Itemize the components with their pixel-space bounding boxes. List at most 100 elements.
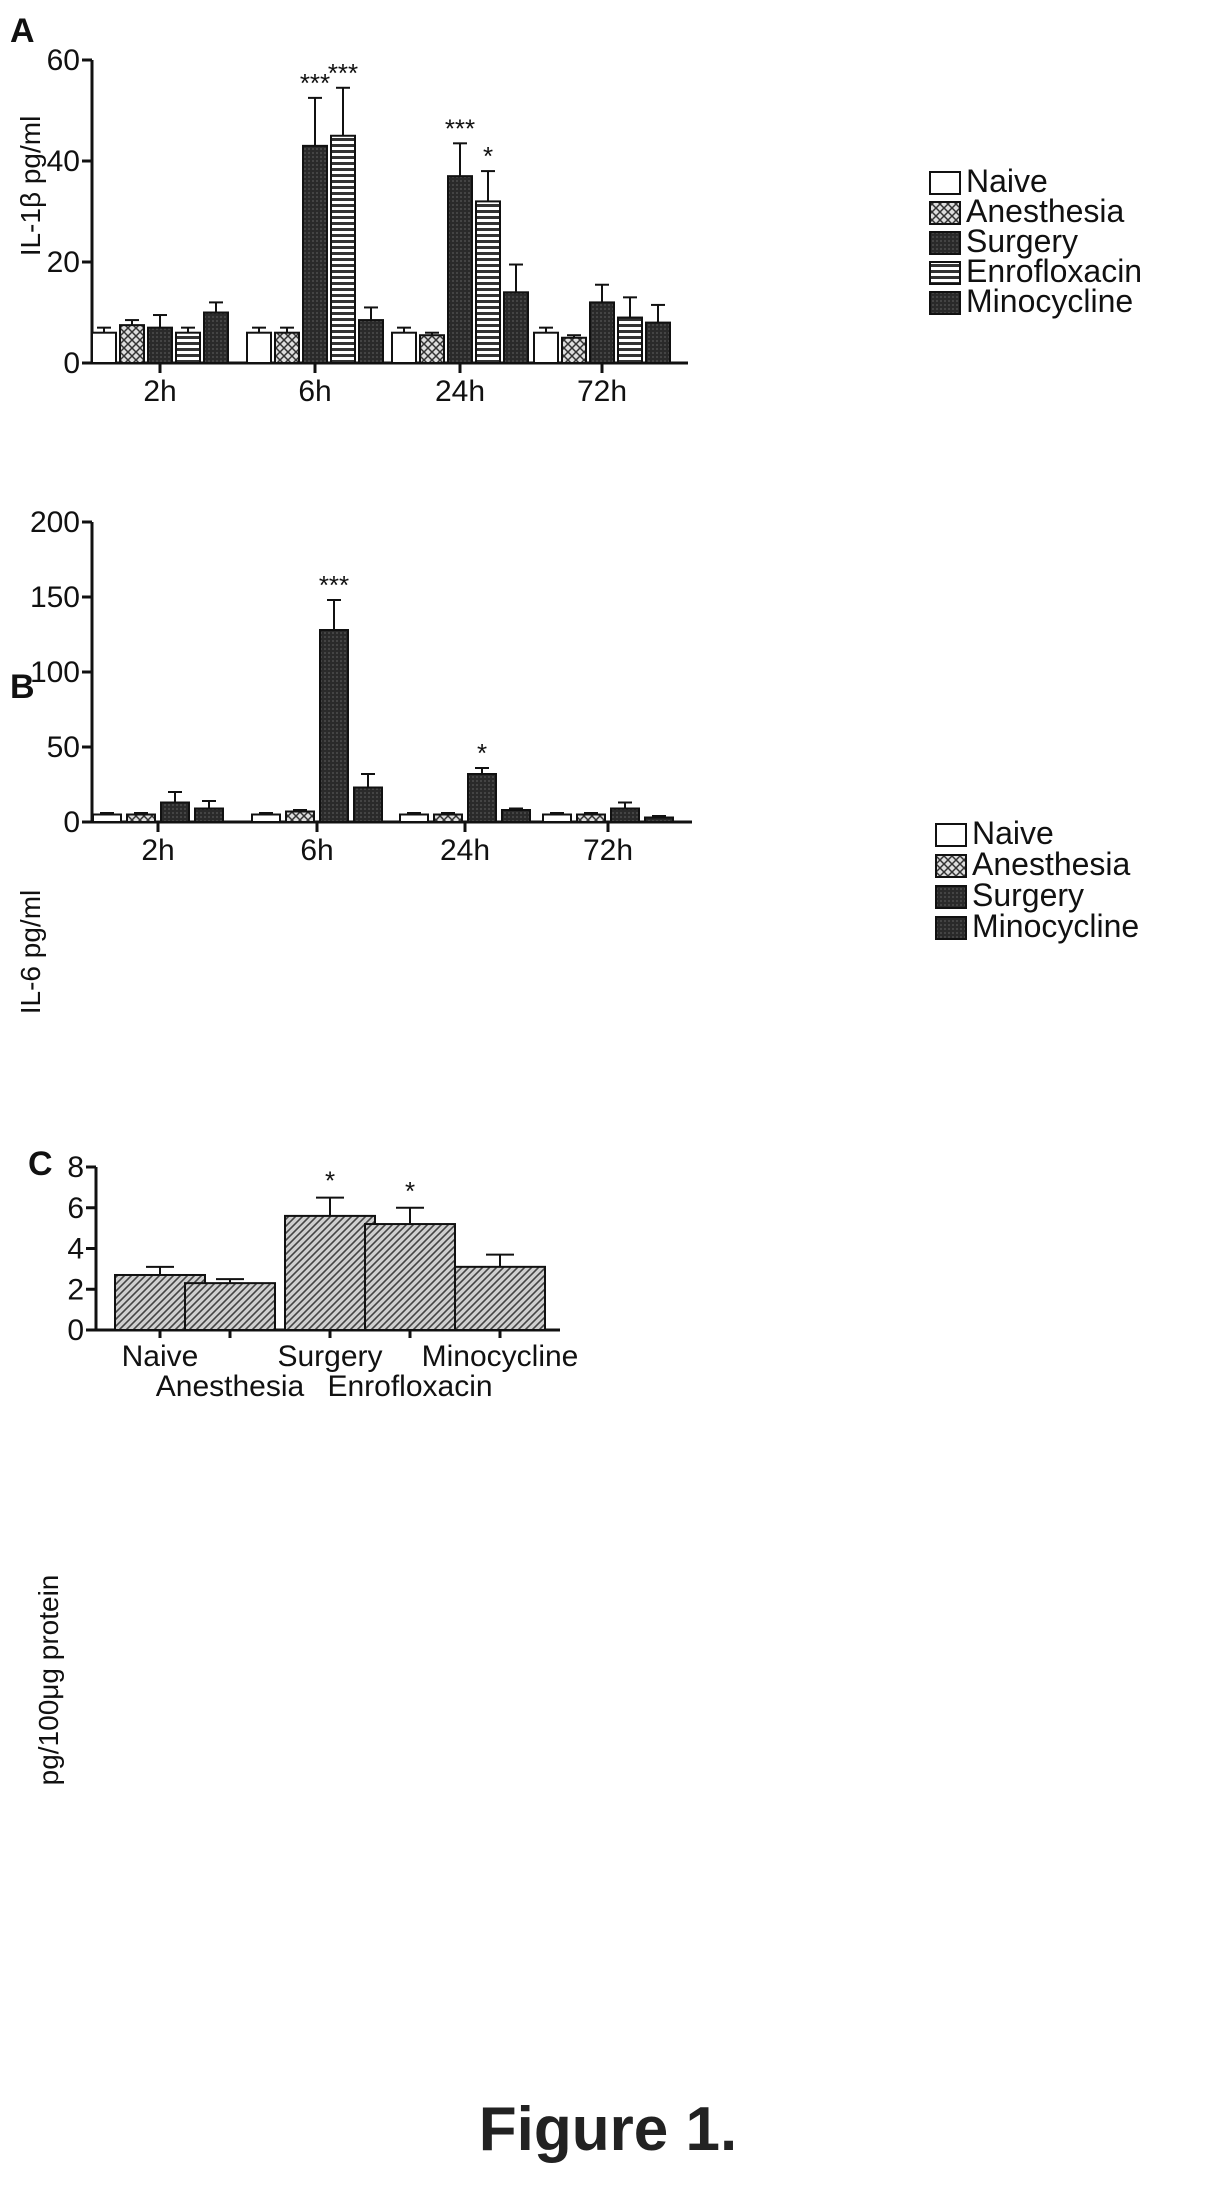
bar-surgery-2h xyxy=(147,326,173,364)
bar-anesthesia-6h xyxy=(274,331,300,365)
bar-naive-72h xyxy=(533,331,559,365)
legend-label-anesthesia: Anesthesia xyxy=(972,846,1131,882)
legend-label-minocycline: Minocycline xyxy=(966,283,1133,319)
y-tick-label: 100 xyxy=(30,656,80,689)
x-tick-label: 2h xyxy=(143,375,176,408)
y-tick-label: 0 xyxy=(63,806,80,839)
legend-swatch-surgery xyxy=(929,231,961,255)
y-tick-label: 8 xyxy=(67,1151,84,1184)
significance-label: * xyxy=(483,141,493,171)
y-tick-label: 40 xyxy=(47,145,80,178)
legend-label-surgery: Surgery xyxy=(972,877,1084,913)
bar-enrofloxacin xyxy=(364,1223,456,1332)
legend-swatch-naive xyxy=(935,823,967,847)
legend-label-naive: Naive xyxy=(972,815,1054,851)
bar-minocycline-6h xyxy=(353,786,383,823)
y-axis-label-b: IL-6 pg/ml xyxy=(15,890,46,1015)
x-tick-label: Naive xyxy=(122,1340,199,1373)
bar-minocycline-24h xyxy=(503,291,529,364)
x-tick-label: 6h xyxy=(300,834,333,867)
y-tick-label: 150 xyxy=(30,581,80,614)
plot-area-b: 0 50 100 150 200 2h 6h *** 24h * 72h xyxy=(30,506,692,867)
bar-surgery-6h xyxy=(302,144,328,364)
x-tick-label: 24h xyxy=(440,834,490,867)
bar-enrofloxacin-2h xyxy=(175,331,201,365)
bar-minocycline-6h xyxy=(358,319,384,365)
bar-minocycline-2h xyxy=(203,311,229,364)
legend-label-naive: Naive xyxy=(966,163,1048,199)
bar-naive-6h xyxy=(251,813,281,823)
panel-letter-a: A xyxy=(10,12,35,50)
bar-minocycline-24h xyxy=(501,809,531,823)
bar-enrofloxacin-24h xyxy=(475,200,501,364)
y-tick-label: 0 xyxy=(67,1314,84,1347)
bar-minocycline-72h xyxy=(644,816,674,823)
bar-surgery-72h xyxy=(610,807,640,823)
y-tick-label: 60 xyxy=(47,44,80,77)
bar-naive-24h xyxy=(391,331,417,365)
y-tick-label: 20 xyxy=(47,246,80,279)
bar-anesthesia-24h xyxy=(419,334,445,365)
bar-surgery xyxy=(284,1214,376,1332)
bar-enrofloxacin-72h xyxy=(617,316,643,364)
legend-swatch-anesthesia xyxy=(929,201,961,225)
bar-anesthesia-2h xyxy=(119,324,145,364)
bar-surgery-24h xyxy=(447,175,473,364)
legend-swatch-anesthesia xyxy=(935,854,967,878)
bar-anesthesia-72h xyxy=(561,336,587,364)
bar-enrofloxacin-6h xyxy=(330,134,356,364)
bar-anesthesia xyxy=(184,1282,276,1331)
bar-minocycline-72h xyxy=(645,321,671,365)
x-tick-label: 72h xyxy=(583,834,633,867)
x-tick-label: Surgery xyxy=(277,1340,382,1373)
y-tick-label: 200 xyxy=(30,506,80,539)
y-tick-label: 0 xyxy=(63,347,80,380)
bar-anesthesia-72h xyxy=(576,813,606,823)
panel-letter-b: B xyxy=(10,668,35,706)
y-tick-label: 6 xyxy=(67,1192,84,1225)
y-tick-label: 2 xyxy=(67,1273,84,1306)
bar-surgery-6h xyxy=(319,629,349,823)
bar-minocycline xyxy=(454,1265,546,1332)
significance-label: * xyxy=(405,1176,415,1206)
legend-label-minocycline: Minocycline xyxy=(972,908,1139,944)
legend-swatch-minocycline xyxy=(929,291,961,315)
x-tick-label: Anesthesia xyxy=(156,1370,305,1403)
legend-label-enrofloxacin: Enrofloxacin xyxy=(966,253,1142,289)
legend-swatch-naive xyxy=(929,171,961,195)
x-tick-label: 6h xyxy=(298,375,331,408)
panel-letter-c: C xyxy=(28,1145,53,1183)
significance-label: *** xyxy=(445,113,475,143)
x-tick-label: 24h xyxy=(435,375,485,408)
bar-anesthesia-2h xyxy=(126,813,156,823)
x-tick-label: 72h xyxy=(577,375,627,408)
y-axis-label-c: pg/100μg protein xyxy=(33,1575,64,1786)
bar-naive-2h xyxy=(92,813,122,823)
y-tick-label: 50 xyxy=(47,731,80,764)
legend-swatch-enrofloxacin xyxy=(929,261,961,285)
bar-naive-72h xyxy=(542,813,572,823)
y-axis-label-a: IL-1β pg/ml xyxy=(15,116,46,257)
y-tick-label: 4 xyxy=(67,1233,84,1266)
legend-a: NaiveAnesthesiaSurgeryEnrofloxacinMinocy… xyxy=(929,163,1142,319)
bar-anesthesia-24h xyxy=(433,813,463,823)
bar-surgery-24h xyxy=(467,773,497,823)
x-tick-label: Enrofloxacin xyxy=(327,1370,492,1403)
significance-label: * xyxy=(325,1166,335,1196)
x-tick-label: Minocycline xyxy=(422,1340,579,1373)
significance-label: *** xyxy=(319,570,349,600)
figure-caption: Figure 1. xyxy=(479,2095,737,2164)
significance-label: * xyxy=(477,738,487,768)
legend-label-surgery: Surgery xyxy=(966,223,1078,259)
legend-swatch-surgery xyxy=(935,885,967,909)
legend-swatch-minocycline xyxy=(935,916,967,940)
bar-surgery-72h xyxy=(589,301,615,364)
bar-minocycline-2h xyxy=(194,807,224,823)
bar-anesthesia-6h xyxy=(285,810,315,823)
